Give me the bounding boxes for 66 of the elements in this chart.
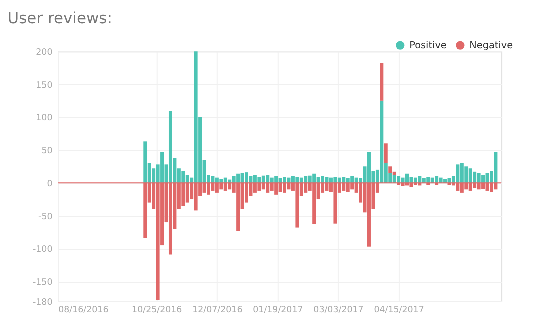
- bar: [160, 152, 164, 184]
- bar: [232, 176, 236, 184]
- y-tick-label: -150: [33, 278, 53, 288]
- bar: [245, 172, 248, 184]
- x-tick-label: 03/03/2017: [314, 306, 364, 316]
- bar: [321, 176, 325, 184]
- x-tick-label: 08/16/2016: [58, 306, 109, 316]
- bar: [456, 164, 460, 184]
- bar: [392, 175, 396, 184]
- bar: [477, 173, 481, 184]
- bar: [249, 176, 253, 184]
- bar: [388, 166, 392, 174]
- bar: [168, 111, 172, 184]
- bar: [426, 177, 430, 184]
- bar: [240, 173, 244, 184]
- bar: [334, 177, 338, 184]
- bar: [368, 152, 371, 184]
- bar: [468, 168, 472, 184]
- bar: [211, 176, 215, 184]
- legend-label: Positive: [410, 40, 447, 52]
- y-tick-label: 100: [36, 114, 53, 124]
- bar: [406, 174, 409, 184]
- bar: [380, 100, 384, 184]
- x-tick-label: 04/15/2017: [374, 306, 424, 316]
- x-tick-label: 12/07/2016: [192, 306, 243, 316]
- y-tick-label: 200: [36, 48, 53, 58]
- bar: [342, 177, 346, 184]
- bar: [350, 176, 354, 184]
- y-tick-label: -50: [38, 212, 53, 222]
- y-tick-label: -100: [33, 245, 53, 256]
- bar: [304, 176, 308, 184]
- bar: [384, 144, 388, 164]
- bar: [182, 171, 186, 184]
- bar: [291, 176, 295, 184]
- bar: [258, 177, 262, 184]
- y-tick-label: 0: [47, 179, 53, 190]
- x-tick-label: 10/25/2016: [132, 306, 182, 316]
- y-tick-label: -180: [33, 298, 53, 308]
- bar: [473, 172, 477, 184]
- bar: [274, 176, 278, 184]
- y-tick-label: 50: [42, 146, 53, 157]
- bar: [380, 63, 384, 101]
- bar: [308, 176, 312, 184]
- bar: [312, 174, 316, 184]
- bar: [253, 175, 257, 184]
- bar: [410, 177, 414, 184]
- bar: [283, 177, 287, 184]
- bar: [194, 52, 198, 184]
- bar: [418, 176, 422, 184]
- chart-title: User reviews:: [8, 10, 112, 28]
- bar: [494, 152, 498, 184]
- bar: [296, 177, 300, 184]
- bar: [262, 176, 266, 184]
- bar: [397, 176, 401, 184]
- bar: [316, 177, 320, 184]
- bar: [482, 175, 486, 184]
- bar: [460, 163, 464, 184]
- bar: [464, 166, 468, 184]
- legend-label: Negative: [470, 40, 514, 52]
- bar: [266, 175, 270, 184]
- bar: [144, 142, 148, 184]
- bar: [435, 176, 439, 184]
- x-tick-label: 01/19/2017: [253, 306, 304, 316]
- bar: [236, 174, 240, 184]
- y-tick-label: 150: [36, 80, 53, 91]
- bar: [186, 175, 190, 184]
